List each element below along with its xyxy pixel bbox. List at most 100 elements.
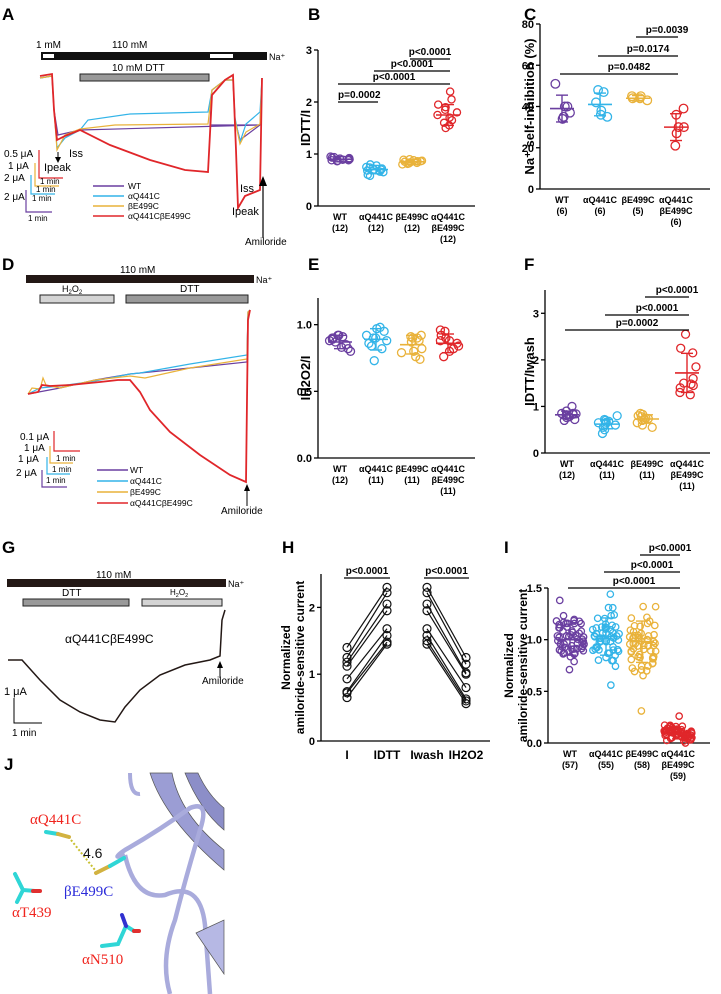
paired-line xyxy=(426,603,467,674)
data-point xyxy=(685,390,695,400)
data-point xyxy=(646,646,655,655)
scale-current: 2 μA xyxy=(16,468,37,479)
data-point xyxy=(556,639,565,648)
legend-d: WT αQ441C βE499C αQ441CβE499C xyxy=(97,465,193,508)
scale-current: 1 μA xyxy=(4,686,28,698)
data-point xyxy=(644,632,653,640)
scale-current: 1 μA xyxy=(18,454,39,465)
data-point xyxy=(627,655,636,664)
x-tick-label: WT xyxy=(333,464,347,474)
data-point xyxy=(379,326,389,336)
data-point xyxy=(559,101,570,112)
x-tick-label: (12) xyxy=(559,470,575,480)
na-low-segment xyxy=(43,54,54,58)
y-tick-label: 60 xyxy=(522,60,534,72)
x-tick-label: (12) xyxy=(332,223,348,233)
distance-line xyxy=(70,839,96,871)
data-point xyxy=(336,342,347,352)
data-point xyxy=(607,611,616,620)
na-bar xyxy=(7,579,226,587)
data-point xyxy=(571,649,579,658)
x-tick-label: αQ441C xyxy=(589,749,624,759)
dtt-bar xyxy=(125,294,249,304)
data-point xyxy=(345,346,356,356)
x-tick-label: (59) xyxy=(670,771,686,781)
data-point xyxy=(452,108,462,117)
x-tick-label: (12) xyxy=(404,223,420,233)
paired-line xyxy=(426,643,467,704)
data-point xyxy=(433,100,443,109)
x-tick-label: βE499C xyxy=(630,459,664,469)
y-tick-label: 0 xyxy=(528,184,534,196)
data-point xyxy=(678,103,689,114)
trace-wt xyxy=(39,75,263,142)
y-tick-label: 0.5 xyxy=(527,686,542,698)
data-point xyxy=(637,629,645,638)
na-label: Na⁺ xyxy=(269,52,286,62)
paired-line xyxy=(426,587,467,658)
data-point xyxy=(365,163,374,172)
p-value-label: p=0.0002 xyxy=(338,90,381,101)
p-value-label: p=0.0174 xyxy=(627,44,670,55)
data-point xyxy=(625,640,634,649)
data-point xyxy=(368,333,379,343)
data-point xyxy=(435,336,446,346)
x-tick-label: (12) xyxy=(332,475,348,485)
data-point xyxy=(691,362,701,372)
panel-label-a: A xyxy=(2,5,14,24)
y-tick-label: 80 xyxy=(522,19,534,31)
x-tick-label: (11) xyxy=(679,481,695,491)
x-tick-label: WT xyxy=(563,749,577,759)
paired-line xyxy=(346,610,388,667)
data-point xyxy=(382,630,392,641)
data-point xyxy=(636,622,645,631)
data-point xyxy=(562,619,570,628)
paired-line xyxy=(346,643,388,698)
data-point xyxy=(406,332,416,342)
x-tick-label: WT xyxy=(560,459,574,469)
dtt-label: DTT xyxy=(180,284,199,295)
data-point xyxy=(610,420,621,430)
x-tick-label: βE499C xyxy=(625,749,659,759)
data-point xyxy=(686,731,695,739)
data-point xyxy=(461,682,471,693)
trace-aq441c xyxy=(27,309,251,395)
data-point xyxy=(560,649,569,657)
y-axis-label-line1: Normalized xyxy=(502,633,516,698)
na-label: Na⁺ xyxy=(256,275,273,285)
sulfur-aq441c xyxy=(56,832,71,839)
conc-high-label: 110 mM xyxy=(120,265,155,276)
x-tick-label: (5) xyxy=(633,206,644,216)
data-point xyxy=(439,352,449,362)
p-value-label: p<0.0001 xyxy=(613,576,656,587)
x-tick-label: βE499C xyxy=(395,212,429,222)
data-point xyxy=(680,329,691,339)
legend-label: WT xyxy=(128,181,141,191)
data-point xyxy=(594,656,603,664)
p-value-label: p<0.0001 xyxy=(636,303,679,314)
stick-an510 xyxy=(100,923,136,948)
data-point xyxy=(461,652,471,663)
x-tick-label: WT xyxy=(555,195,569,205)
y-axis-label: IDTT/Iwash xyxy=(522,337,537,406)
data-point xyxy=(396,348,407,358)
scale-time: 1 min xyxy=(32,194,52,203)
data-point xyxy=(338,332,348,342)
scale-current: 0.1 μA xyxy=(20,432,49,443)
residue-sticks xyxy=(13,830,141,948)
data-point xyxy=(598,87,609,98)
x-tick-label: βE499C xyxy=(670,470,704,480)
data-point xyxy=(550,78,561,89)
data-point xyxy=(628,664,637,672)
data-point xyxy=(379,167,388,177)
x-tick-label: (11) xyxy=(404,475,420,485)
scale-time: 1 min xyxy=(40,177,60,186)
scale-current: 2 μA xyxy=(4,173,25,184)
data-point xyxy=(422,636,432,646)
data-point xyxy=(342,674,352,684)
y-tick-label: 3 xyxy=(306,45,312,57)
arrow-head-icon xyxy=(217,661,223,668)
protein-cartoon xyxy=(115,772,225,994)
panel-label-g: G xyxy=(2,538,15,557)
